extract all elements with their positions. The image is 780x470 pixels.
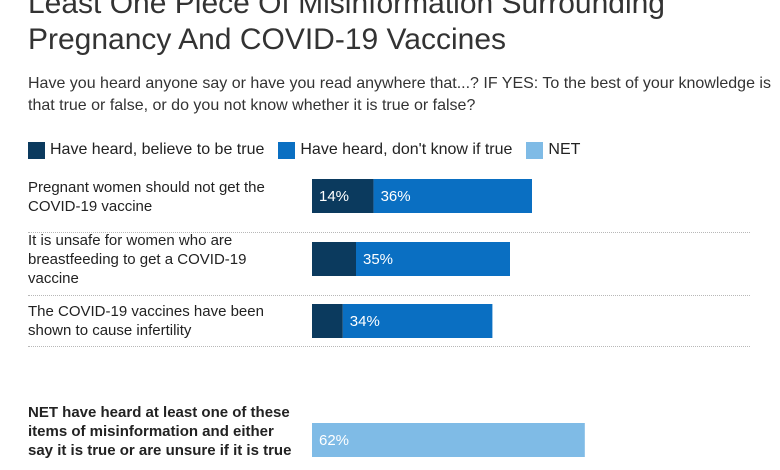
- row-divider: [28, 295, 750, 296]
- chart-subtitle: Have you heard anyone say or have you re…: [28, 75, 771, 114]
- data-label: 62%: [319, 432, 349, 449]
- legend-item-dont-know: Have heard, don't know if true: [278, 141, 512, 159]
- row-label-pregnant: Pregnant women should not get the COVID-…: [28, 179, 265, 215]
- legend-label-dont-know: Have heard, don't know if true: [300, 141, 513, 158]
- legend-item-believe-true: Have heard, believe to be true: [28, 141, 264, 159]
- bar-dont-know-1: [356, 242, 510, 276]
- data-label: 34%: [350, 313, 380, 330]
- legend-label-believe-true: Have heard, believe to be true: [50, 141, 265, 158]
- bar-believe-true-1: [312, 242, 356, 276]
- bar-believe-true-0: [312, 179, 374, 213]
- row-label-net: NET have heard at least one of these ite…: [28, 404, 292, 459]
- chart-title: Least One Piece Of Misinformation Surrou…: [28, 0, 665, 56]
- legend-label-net: NET: [548, 141, 581, 158]
- legend-swatch-net: [526, 141, 544, 159]
- row-divider: [28, 346, 750, 347]
- data-label: 14%: [319, 188, 349, 205]
- data-label: 36%: [381, 188, 411, 205]
- row-label-breastfeeding: It is unsafe for women who are breastfee…: [28, 232, 247, 287]
- bar-dont-know-2: [342, 304, 493, 338]
- row-label-infertility: The COVID-19 vaccines have been shown to…: [28, 303, 264, 339]
- row-divider: [28, 232, 750, 233]
- bar-dont-know-0: [373, 179, 532, 213]
- bar-net-3: [312, 423, 585, 457]
- legend-swatch-dont-know: [278, 141, 296, 159]
- bar-believe-true-2: [312, 304, 343, 338]
- data-label: 35%: [363, 251, 393, 268]
- legend: Have heard, believe to be true Have hear…: [28, 139, 594, 161]
- legend-swatch-believe-true: [28, 141, 45, 159]
- legend-item-net: NET: [526, 141, 580, 159]
